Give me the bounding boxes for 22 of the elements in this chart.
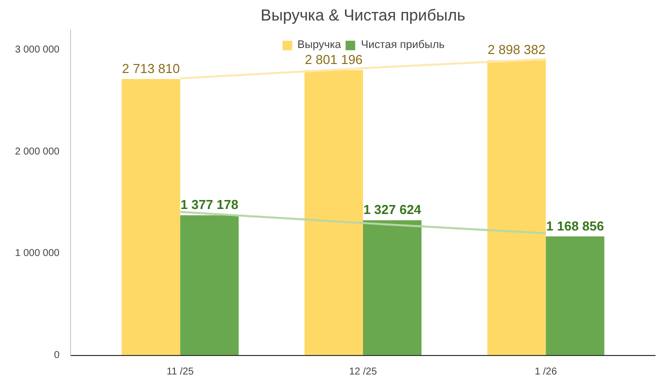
legend-label: Выручка — [297, 39, 342, 51]
bar — [180, 215, 239, 356]
data-label: 2 801 196 — [304, 52, 363, 68]
y-tick-label: 1 000 000 — [15, 248, 60, 260]
y-tick-label: 3 000 000 — [15, 44, 60, 56]
data-label: 2 898 382 — [488, 42, 546, 58]
y-tick-label: 2 000 000 — [15, 146, 60, 158]
bar — [304, 70, 363, 356]
bar — [363, 220, 422, 356]
data-label: 2 713 810 — [122, 61, 180, 76]
bar — [122, 79, 180, 356]
legend-label: Чистая прибыль — [361, 39, 445, 51]
bar — [546, 236, 604, 356]
data-label: 1 327 624 — [363, 202, 422, 218]
data-label: 1 377 178 — [180, 197, 238, 212]
y-tick-label: 0 — [54, 350, 60, 361]
chart-title: Выручка & Чистая прибыль — [260, 8, 466, 24]
x-tick-label: 11 /25 — [166, 366, 194, 378]
x-tick-label: 12 /25 — [349, 366, 378, 378]
x-tick-label: 1 /26 — [534, 366, 558, 378]
data-label: 1 168 856 — [546, 218, 604, 234]
bar — [487, 60, 546, 356]
